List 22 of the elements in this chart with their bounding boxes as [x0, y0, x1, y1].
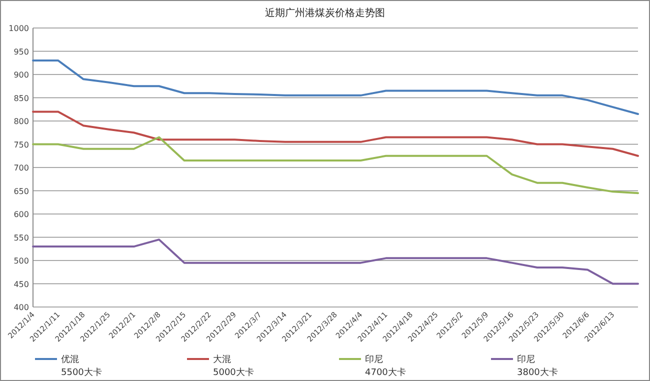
- y-tick-label: 450: [14, 280, 29, 289]
- legend-label: 印尼 3800大卡: [517, 354, 558, 378]
- y-tick-label: 600: [14, 210, 29, 219]
- y-tick-label: 500: [14, 256, 29, 266]
- y-tick-label: 400: [14, 303, 29, 312]
- y-tick-label: 850: [14, 94, 29, 103]
- chart-title: 近期广州港煤炭价格走势图: [265, 7, 385, 19]
- legend-label: 印尼 4700大卡: [365, 354, 406, 378]
- y-tick-label: 800: [14, 117, 29, 126]
- y-tick-label: 750: [14, 140, 29, 150]
- y-tick-label: 550: [14, 233, 29, 242]
- line-series: [32, 136, 639, 194]
- line-series: [32, 60, 639, 116]
- y-tick-label: 950: [14, 47, 29, 56]
- y-tick-label: 650: [14, 186, 29, 196]
- legend-label: 大混 5000大卡: [213, 354, 254, 378]
- y-tick-label: 1000: [8, 24, 29, 33]
- line-series: [32, 238, 639, 285]
- y-tick-label: 900: [14, 70, 29, 80]
- legend-label: 优混 5500大卡: [61, 354, 102, 378]
- y-tick-label: 700: [14, 164, 29, 172]
- line-series: [32, 110, 639, 157]
